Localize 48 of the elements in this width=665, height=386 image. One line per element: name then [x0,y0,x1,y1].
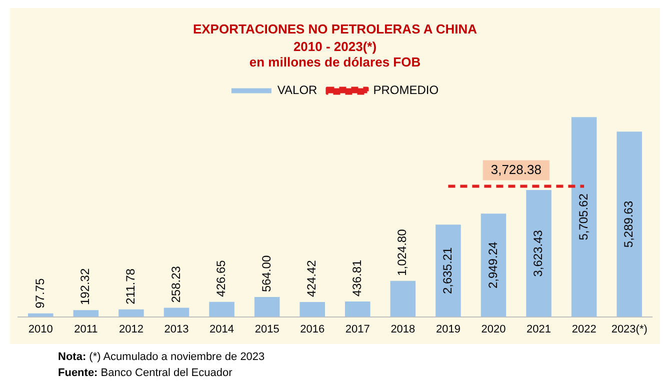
source-note: Fuente: Banco Central del Ecuador [58,366,234,381]
bar [616,132,642,317]
data-label: 1,024.80 [395,228,410,276]
data-label: 192.32 [78,268,92,306]
data-label: 2,635.21 [440,247,455,294]
data-label: 436.81 [350,259,364,297]
bar [436,224,461,317]
bar [118,309,144,317]
data-label: 3,623.43 [531,230,546,277]
x-tick-label: 2016 [300,323,325,336]
x-tick-label: 2019 [436,323,460,336]
bar [254,297,280,317]
bar [480,214,506,317]
data-label: 5,705.62 [576,193,590,240]
x-tick-label: 2017 [345,323,370,336]
x-tick-label: 2020 [481,323,506,336]
text: Nota: (*) Acumulado a noviembre de 2023 [58,350,265,365]
data-label: 258.23 [168,266,183,303]
x-tick-label: 2011 [74,323,98,336]
legend-label: PROMEDIO [373,83,439,98]
annotation: 3,728.38 [490,162,542,177]
bar [390,280,416,317]
bar [526,190,552,317]
x-tick-label: 2018 [390,323,416,336]
bar [571,117,597,317]
x-tick-label: 2013 [164,323,189,336]
x-tick-label: 2012 [118,323,144,336]
data-label: 97.75 [32,278,47,308]
data-label: 211.78 [124,268,138,304]
data-label: 5,289.63 [622,200,636,248]
bar [73,310,99,317]
data-label: 2,949.24 [486,242,500,289]
legend-label: VALOR [277,83,318,98]
x-tick-label: 2010 [28,323,53,336]
data-label: 564.00 [259,255,274,292]
bar [345,302,370,317]
bar [164,308,190,317]
x-tick-label: 2021 [526,323,552,336]
chart-subtitle: 2010 - 2023(*) en millones de dólares FOB [249,38,421,70]
x-tick-label: 2022 [572,323,596,336]
x-tick-label: 2015 [254,323,280,336]
bar [209,302,234,317]
data-label: 426.65 [214,260,228,297]
chart-title: EXPORTACIONES NO PETROLERAS A CHINA [192,21,478,36]
x-tick-label: 2014 [210,323,234,336]
x-tick-label: 2023(*) [611,323,648,336]
data-label: 424.42 [304,260,319,297]
bar [300,302,325,317]
